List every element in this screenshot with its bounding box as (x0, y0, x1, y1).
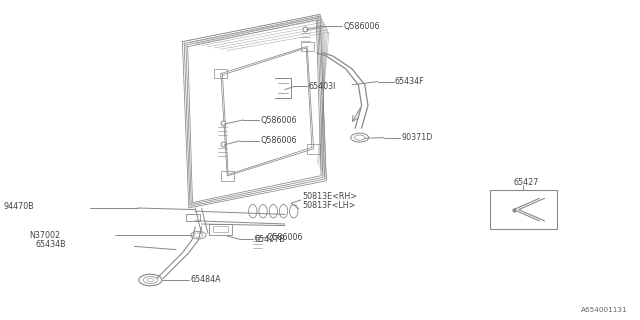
Text: Q586006: Q586006 (260, 116, 297, 124)
Text: 94470B: 94470B (3, 202, 34, 211)
Bar (209, 224, 232, 235)
Bar (213, 226, 228, 232)
Text: Q586006: Q586006 (260, 136, 297, 145)
Text: 65427: 65427 (514, 178, 539, 187)
Text: 65407B: 65407B (254, 235, 285, 244)
Text: A654001131: A654001131 (580, 308, 627, 313)
Text: 90371D: 90371D (401, 133, 433, 142)
Bar (221, 171, 234, 181)
Text: 50813F<LH>: 50813F<LH> (302, 201, 355, 210)
Bar (214, 69, 227, 78)
Text: 50813E<RH>: 50813E<RH> (302, 192, 357, 201)
Text: Q586006: Q586006 (267, 233, 303, 242)
Text: 65403I: 65403I (308, 82, 336, 91)
Text: Q586006: Q586006 (344, 22, 380, 31)
Text: 65434F: 65434F (395, 77, 424, 86)
Text: 65434B: 65434B (35, 240, 66, 249)
Bar (307, 144, 320, 154)
Bar (490, 190, 557, 229)
Text: 65484A: 65484A (190, 276, 221, 284)
Bar (301, 42, 314, 51)
Text: N37002: N37002 (29, 231, 60, 240)
Bar (186, 214, 200, 221)
